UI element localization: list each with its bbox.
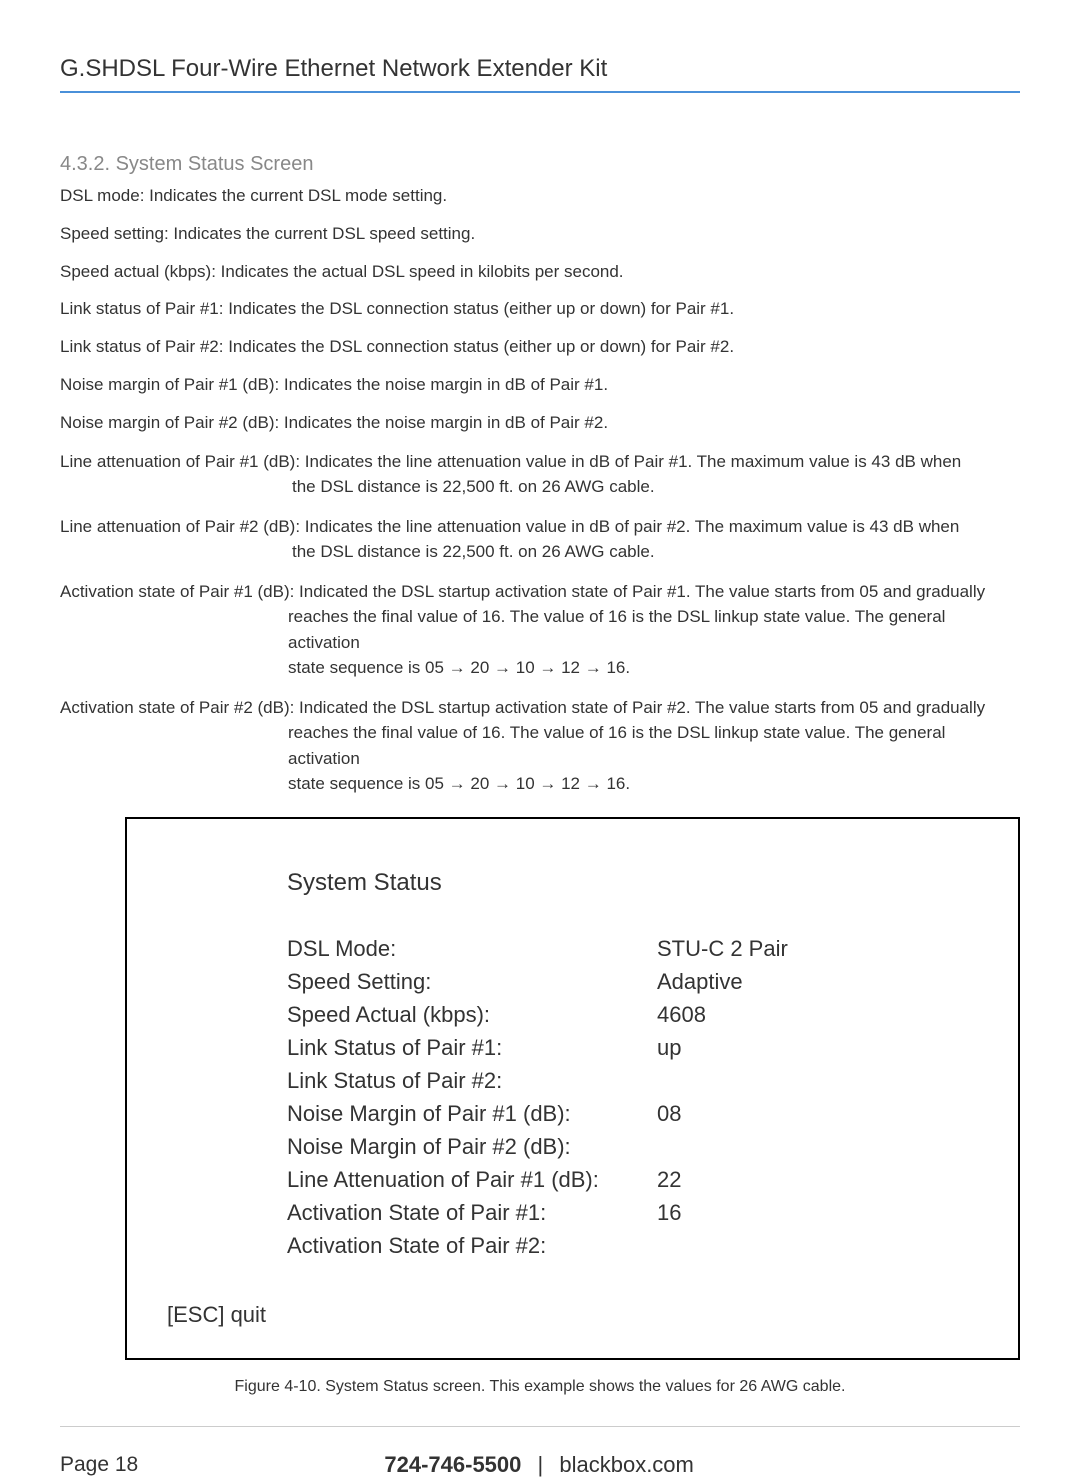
status-label: Noise Margin of Pair #2 (dB):	[287, 1130, 657, 1163]
page-footer: Page 18 724-746-5500 | blackbox.com	[60, 1427, 1020, 1478]
status-row-line-atten-1: Line Attenuation of Pair #1 (dB): 22	[287, 1163, 988, 1196]
status-row-activation-2: Activation State of Pair #2:	[287, 1229, 988, 1262]
footer-phone: 724-746-5500	[384, 1452, 521, 1477]
desc-link-status-2: Link status of Pair #2: Indicates the DS…	[60, 335, 1020, 359]
status-row-link-status-1: Link Status of Pair #1: up	[287, 1031, 988, 1064]
status-row-speed-actual: Speed Actual (kbps): 4608	[287, 998, 988, 1031]
status-label: Speed Setting:	[287, 965, 657, 998]
status-value: up	[657, 1031, 988, 1064]
desc-activation-2-b: reaches the final value of 16. The value…	[60, 720, 1020, 771]
system-status-box: System Status DSL Mode: STU-C 2 Pair Spe…	[125, 817, 1020, 1360]
desc-activation-2: Activation state of Pair #2 (dB): Indica…	[60, 695, 1020, 797]
status-row-noise-margin-1: Noise Margin of Pair #1 (dB): 08	[287, 1097, 988, 1130]
status-value: Adaptive	[657, 965, 988, 998]
status-value: 08	[657, 1097, 988, 1130]
figure-caption: Figure 4-10. System Status screen. This …	[60, 1378, 1020, 1396]
desc-line-atten-2: Line attenuation of Pair #2 (dB): Indica…	[60, 514, 1020, 565]
desc-speed-actual: Speed actual (kbps): Indicates the actua…	[60, 260, 1020, 284]
desc-activation-1-a: Activation state of Pair #1 (dB): Indica…	[60, 582, 985, 601]
desc-line-atten-2-a: Line attenuation of Pair #2 (dB): Indica…	[60, 517, 959, 536]
status-value	[657, 1064, 988, 1097]
status-row-noise-margin-2: Noise Margin of Pair #2 (dB):	[287, 1130, 988, 1163]
status-row-speed-setting: Speed Setting: Adaptive	[287, 965, 988, 998]
status-value	[657, 1229, 988, 1262]
status-label: Link Status of Pair #2:	[287, 1064, 657, 1097]
esc-quit-text: [ESC] quit	[167, 1302, 988, 1328]
status-value: 16	[657, 1196, 988, 1229]
desc-line-atten-1: Line attenuation of Pair #1 (dB): Indica…	[60, 449, 1020, 500]
section-heading: 4.3.2. System Status Screen	[60, 153, 1020, 176]
status-value: 4608	[657, 998, 988, 1031]
status-label: Line Attenuation of Pair #1 (dB):	[287, 1163, 657, 1196]
status-label: Activation State of Pair #2:	[287, 1229, 657, 1262]
desc-activation-1-b: reaches the final value of 16. The value…	[60, 604, 1020, 655]
desc-activation-2-a: Activation state of Pair #2 (dB): Indica…	[60, 698, 985, 717]
status-label: Noise Margin of Pair #1 (dB):	[287, 1097, 657, 1130]
status-title: System Status	[287, 869, 988, 897]
desc-line-atten-2-b: the DSL distance is 22,500 ft. on 26 AWG…	[60, 539, 1020, 565]
footer-url: blackbox.com	[559, 1452, 694, 1477]
desc-link-status-1: Link status of Pair #1: Indicates the DS…	[60, 297, 1020, 321]
page-header-title: G.SHDSL Four-Wire Ethernet Network Exten…	[60, 55, 1020, 93]
status-label: DSL Mode:	[287, 932, 657, 965]
footer-separator: |	[538, 1452, 544, 1477]
status-label: Speed Actual (kbps):	[287, 998, 657, 1031]
desc-noise-margin-2: Noise margin of Pair #2 (dB): Indicates …	[60, 411, 1020, 435]
status-value: STU-C 2 Pair	[657, 932, 988, 965]
status-label: Activation State of Pair #1:	[287, 1196, 657, 1229]
desc-line-atten-1-a: Line attenuation of Pair #1 (dB): Indica…	[60, 452, 961, 471]
desc-activation-1: Activation state of Pair #1 (dB): Indica…	[60, 579, 1020, 681]
desc-line-atten-1-b: the DSL distance is 22,500 ft. on 26 AWG…	[60, 474, 1020, 500]
footer-center: 724-746-5500 | blackbox.com	[58, 1452, 1020, 1478]
desc-activation-1-c: state sequence is 05 → 20 → 10 → 12 → 16…	[60, 655, 1020, 681]
status-row-dsl-mode: DSL Mode: STU-C 2 Pair	[287, 932, 988, 965]
status-value	[657, 1130, 988, 1163]
status-row-link-status-2: Link Status of Pair #2:	[287, 1064, 988, 1097]
desc-dsl-mode: DSL mode: Indicates the current DSL mode…	[60, 184, 1020, 208]
status-row-activation-1: Activation State of Pair #1: 16	[287, 1196, 988, 1229]
status-value: 22	[657, 1163, 988, 1196]
desc-noise-margin-1: Noise margin of Pair #1 (dB): Indicates …	[60, 373, 1020, 397]
desc-speed-setting: Speed setting: Indicates the current DSL…	[60, 222, 1020, 246]
status-label: Link Status of Pair #1:	[287, 1031, 657, 1064]
desc-activation-2-c: state sequence is 05 → 20 → 10 → 12 → 16…	[60, 771, 1020, 797]
